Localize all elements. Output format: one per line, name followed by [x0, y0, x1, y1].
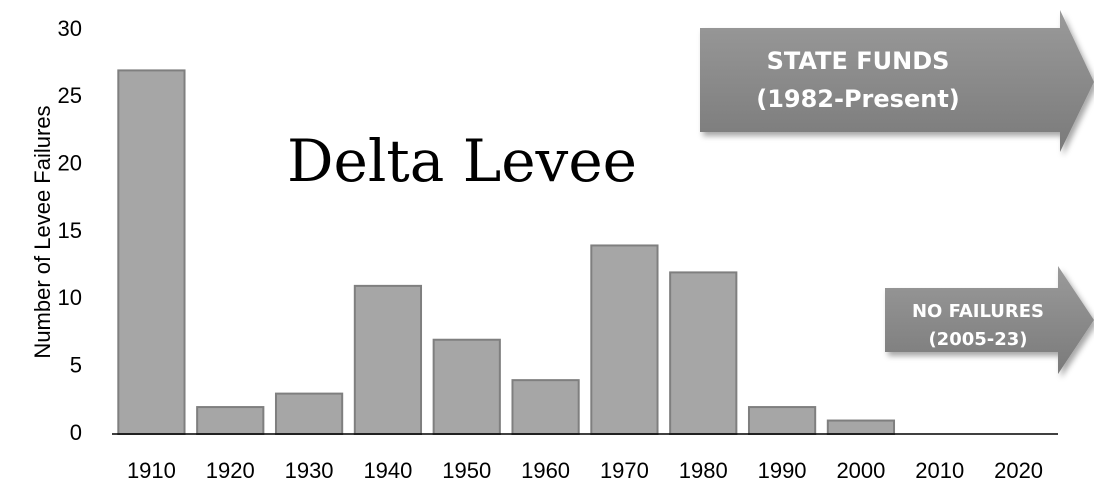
- x-tick-label: 1970: [600, 458, 649, 483]
- bar: [117, 69, 186, 436]
- annotation: (1982-Present): [756, 85, 960, 113]
- x-tick-label: 1990: [758, 458, 807, 483]
- y-tick-label: 30: [58, 16, 82, 41]
- x-tick-label: 2010: [915, 458, 964, 483]
- y-tick-label: 10: [58, 285, 82, 310]
- y-tick-label: 25: [58, 83, 82, 108]
- annotation: STATE FUNDS: [767, 47, 950, 75]
- x-tick-label: 1910: [127, 458, 176, 483]
- x-tick-label: 1950: [442, 458, 491, 483]
- bar: [669, 271, 738, 435]
- bar: [747, 406, 817, 436]
- bar: [511, 379, 580, 435]
- annotation: (2005-23): [928, 329, 1027, 350]
- x-tick-label: 2020: [994, 458, 1043, 483]
- x-tick-label: 1940: [363, 458, 412, 483]
- y-tick-label: 20: [58, 150, 82, 175]
- chart-title: Delta Levee: [287, 127, 637, 195]
- arrow-shape: [700, 10, 1094, 152]
- bar: [274, 392, 344, 436]
- x-tick-label: 2000: [836, 458, 885, 483]
- x-tick-label: 1980: [679, 458, 728, 483]
- y-tick-label: 0: [70, 420, 82, 445]
- bar: [826, 419, 896, 435]
- x-tick-label: 1920: [206, 458, 255, 483]
- y-tick-label: 5: [70, 352, 82, 377]
- bar: [432, 338, 501, 436]
- y-axis-label: Number of Levee Failures: [30, 105, 55, 358]
- x-tick-label: 1930: [285, 458, 334, 483]
- bar: [196, 406, 265, 436]
- annotation: NO FAILURES: [912, 301, 1044, 322]
- bar: [590, 244, 659, 435]
- x-tick-label: 1960: [521, 458, 570, 483]
- bar: [353, 284, 423, 435]
- y-tick-label: 15: [58, 218, 82, 243]
- arrow-shape: [885, 266, 1094, 374]
